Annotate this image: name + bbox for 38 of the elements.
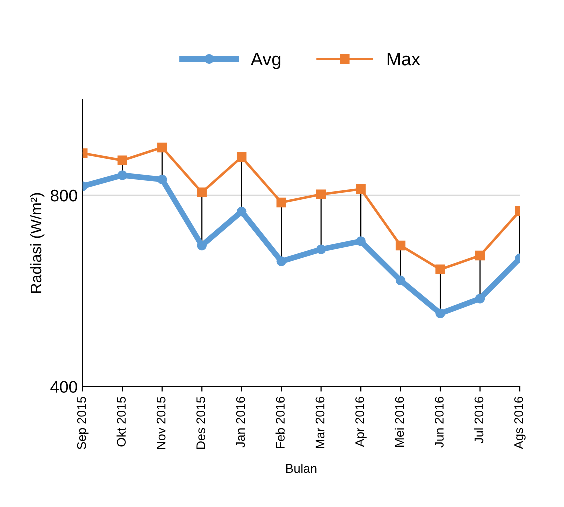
point (236, 152, 247, 162)
x-tick-label: Jan 2016 (236, 397, 246, 448)
x-tick-label: Feb 2016 (276, 397, 285, 448)
point (276, 198, 286, 208)
point (158, 174, 168, 185)
point (316, 190, 326, 200)
point (356, 236, 366, 246)
point (197, 188, 207, 198)
point (158, 142, 168, 153)
point (436, 308, 446, 319)
x-tick-label: Sep 2015 (77, 397, 89, 450)
point (356, 184, 366, 194)
x-tick-label: Jun 2016 (435, 397, 444, 448)
x-tick-label: Ags 2016 (514, 397, 526, 450)
x-tick-label: Des 2015 (196, 397, 206, 450)
point (475, 294, 486, 304)
x-axis-title: Bulan (286, 464, 317, 474)
point (475, 250, 486, 261)
point (197, 240, 207, 251)
point (436, 264, 446, 275)
x-tick-label: Jul 2016 (474, 397, 484, 444)
y-tick-label: 800 (50, 190, 78, 202)
point (316, 244, 326, 254)
x-tick-label: Okt 2015 (116, 397, 126, 447)
legend-label: Max (388, 53, 420, 66)
point (118, 170, 128, 180)
x-tick-label: Apr 2016 (356, 397, 367, 448)
legend-label: Avg (250, 53, 281, 70)
x-tick-label: Mei 2016 (394, 397, 404, 447)
point (276, 256, 286, 266)
point (118, 156, 128, 166)
point (236, 206, 247, 217)
x-tick-label: Nov 2015 (156, 397, 166, 450)
y-tick-label: 400 (50, 381, 78, 394)
y-axis-title: Radiasi (W/m²) (30, 193, 45, 294)
point (396, 276, 406, 286)
x-tick-label: Mar 2016 (316, 397, 325, 448)
point (396, 240, 406, 251)
